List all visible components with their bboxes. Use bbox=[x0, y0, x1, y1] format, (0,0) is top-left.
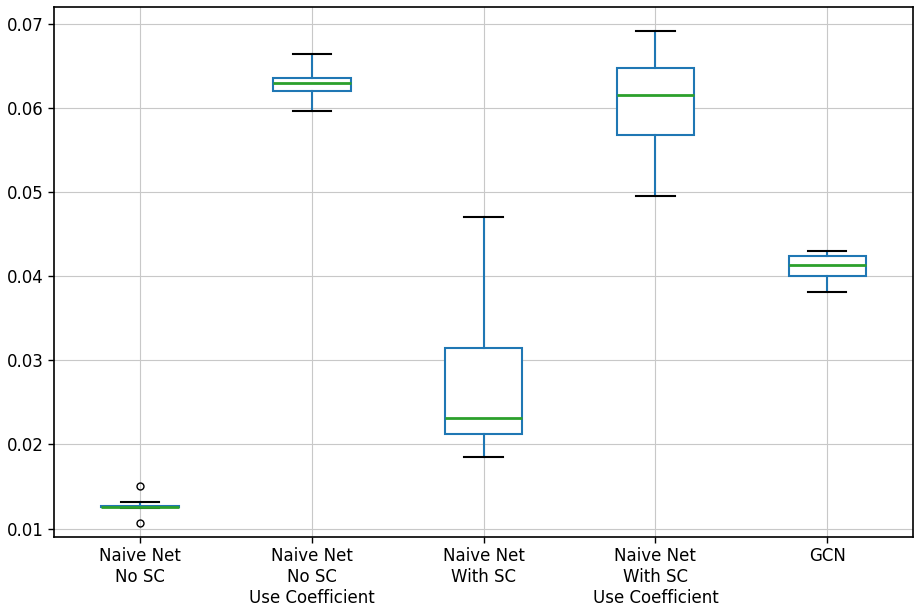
PathPatch shape bbox=[101, 506, 178, 507]
PathPatch shape bbox=[273, 79, 350, 91]
PathPatch shape bbox=[445, 348, 522, 434]
PathPatch shape bbox=[616, 68, 693, 135]
PathPatch shape bbox=[788, 256, 865, 276]
